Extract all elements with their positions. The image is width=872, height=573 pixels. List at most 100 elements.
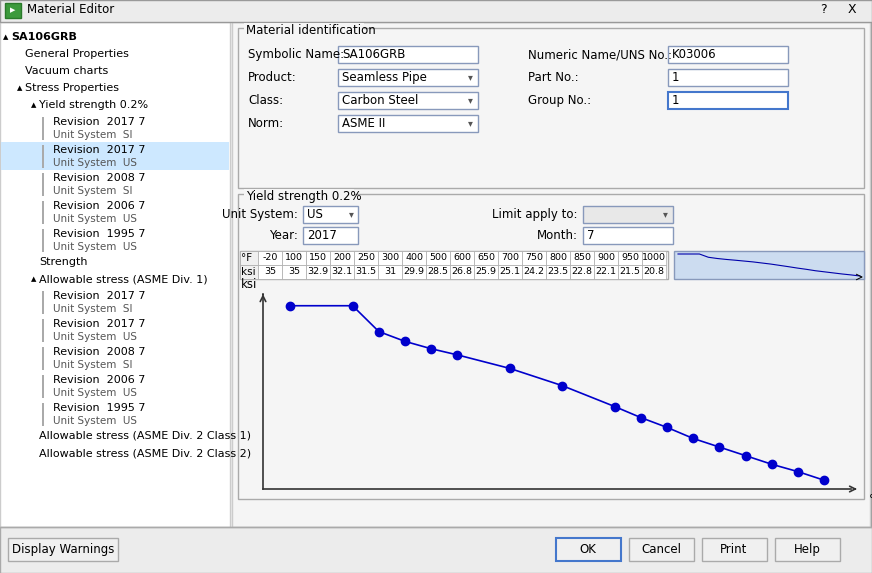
Text: 7: 7 xyxy=(587,229,595,242)
Bar xyxy=(450,251,474,265)
Text: 22.1: 22.1 xyxy=(596,267,617,276)
Bar xyxy=(42,117,44,140)
Bar xyxy=(668,92,788,109)
Text: 200: 200 xyxy=(333,253,351,262)
Text: Unit System  SI: Unit System SI xyxy=(53,360,133,370)
Text: Unit System  SI: Unit System SI xyxy=(53,186,133,196)
Text: ▲: ▲ xyxy=(31,276,37,282)
Text: Norm:: Norm: xyxy=(248,117,284,130)
Bar xyxy=(240,265,258,279)
Text: Strength: Strength xyxy=(39,257,87,267)
Bar xyxy=(618,251,642,265)
Text: ▲: ▲ xyxy=(31,102,37,108)
Bar xyxy=(426,265,450,279)
Text: Allowable stress (ASME Div. 2 Class 1): Allowable stress (ASME Div. 2 Class 1) xyxy=(39,431,251,441)
Text: 31: 31 xyxy=(384,267,396,276)
Bar xyxy=(5,3,21,18)
Bar xyxy=(583,206,673,223)
Text: ?: ? xyxy=(820,3,827,16)
Text: 23.5: 23.5 xyxy=(548,267,569,276)
Bar xyxy=(0,0,872,22)
Bar xyxy=(240,282,862,499)
Text: 20.8: 20.8 xyxy=(644,267,664,276)
Text: 28.5: 28.5 xyxy=(427,267,448,276)
Text: Unit System  US: Unit System US xyxy=(53,388,137,398)
Bar xyxy=(668,69,788,86)
Text: -20: -20 xyxy=(262,253,277,262)
Bar xyxy=(546,251,570,265)
Text: Print: Print xyxy=(720,543,747,556)
Text: ▾: ▾ xyxy=(467,96,473,105)
Text: Stress Properties: Stress Properties xyxy=(25,83,119,93)
Bar xyxy=(426,251,450,265)
Text: Revision  1995 7: Revision 1995 7 xyxy=(53,403,146,413)
Text: ASME II: ASME II xyxy=(342,117,385,130)
Text: Vacuum charts: Vacuum charts xyxy=(25,66,108,76)
Bar xyxy=(42,319,44,342)
Text: SA106GRB: SA106GRB xyxy=(11,32,77,42)
Text: Display Warnings: Display Warnings xyxy=(12,543,114,556)
Bar xyxy=(629,538,694,561)
Text: 700: 700 xyxy=(501,253,519,262)
Bar xyxy=(642,251,666,265)
Bar xyxy=(642,265,666,279)
Text: Allowable stress (ASME Div. 2 Class 2): Allowable stress (ASME Div. 2 Class 2) xyxy=(39,448,251,458)
Bar xyxy=(42,173,44,196)
Text: 850: 850 xyxy=(573,253,591,262)
Text: Seamless Pipe: Seamless Pipe xyxy=(342,71,427,84)
Bar xyxy=(1,142,229,170)
Text: ▲: ▲ xyxy=(3,34,9,40)
Text: Symbolic Name:: Symbolic Name: xyxy=(248,48,344,61)
Text: 300: 300 xyxy=(381,253,399,262)
Text: Class:: Class: xyxy=(248,94,283,107)
Bar xyxy=(668,46,788,63)
Bar xyxy=(42,347,44,370)
Text: Limit apply to:: Limit apply to: xyxy=(493,208,578,221)
Bar xyxy=(354,265,378,279)
Text: Revision  2017 7: Revision 2017 7 xyxy=(53,117,146,127)
Bar xyxy=(546,265,570,279)
Bar xyxy=(306,251,330,265)
Text: 2017: 2017 xyxy=(307,229,337,242)
Text: 800: 800 xyxy=(549,253,567,262)
Bar xyxy=(303,206,358,223)
Bar xyxy=(42,145,44,168)
Text: 650: 650 xyxy=(477,253,495,262)
Bar xyxy=(354,251,378,265)
Bar xyxy=(498,251,522,265)
Text: 35: 35 xyxy=(264,267,276,276)
Bar xyxy=(303,227,358,244)
Text: Yield strength 0.2%: Yield strength 0.2% xyxy=(246,190,362,203)
Bar xyxy=(282,251,306,265)
Text: ▾: ▾ xyxy=(467,73,473,83)
Bar xyxy=(330,265,354,279)
Bar xyxy=(244,189,354,200)
Bar xyxy=(240,251,668,279)
Text: Revision  2017 7: Revision 2017 7 xyxy=(53,319,146,329)
Text: ▲: ▲ xyxy=(17,85,23,91)
Text: Unit System:: Unit System: xyxy=(222,208,298,221)
Bar xyxy=(338,46,478,63)
Bar xyxy=(594,251,618,265)
Bar xyxy=(338,115,478,132)
Bar xyxy=(522,265,546,279)
Text: Help: Help xyxy=(794,543,821,556)
Bar xyxy=(498,265,522,279)
Text: Revision  2008 7: Revision 2008 7 xyxy=(53,173,146,183)
Bar xyxy=(474,265,498,279)
Text: Unit System  US: Unit System US xyxy=(53,214,137,224)
Text: Revision  2006 7: Revision 2006 7 xyxy=(53,375,146,385)
Text: ▾: ▾ xyxy=(467,119,473,128)
Text: 29.9: 29.9 xyxy=(404,267,425,276)
Text: Unit System  US: Unit System US xyxy=(53,158,137,168)
Bar xyxy=(42,201,44,224)
Text: ▶: ▶ xyxy=(10,7,16,14)
Text: 150: 150 xyxy=(309,253,327,262)
Bar xyxy=(402,265,426,279)
Text: Revision  1995 7: Revision 1995 7 xyxy=(53,229,146,239)
Text: 32.9: 32.9 xyxy=(308,267,329,276)
Text: 250: 250 xyxy=(357,253,375,262)
Bar xyxy=(0,527,872,573)
Bar xyxy=(0,22,230,527)
Text: K03006: K03006 xyxy=(672,48,717,61)
